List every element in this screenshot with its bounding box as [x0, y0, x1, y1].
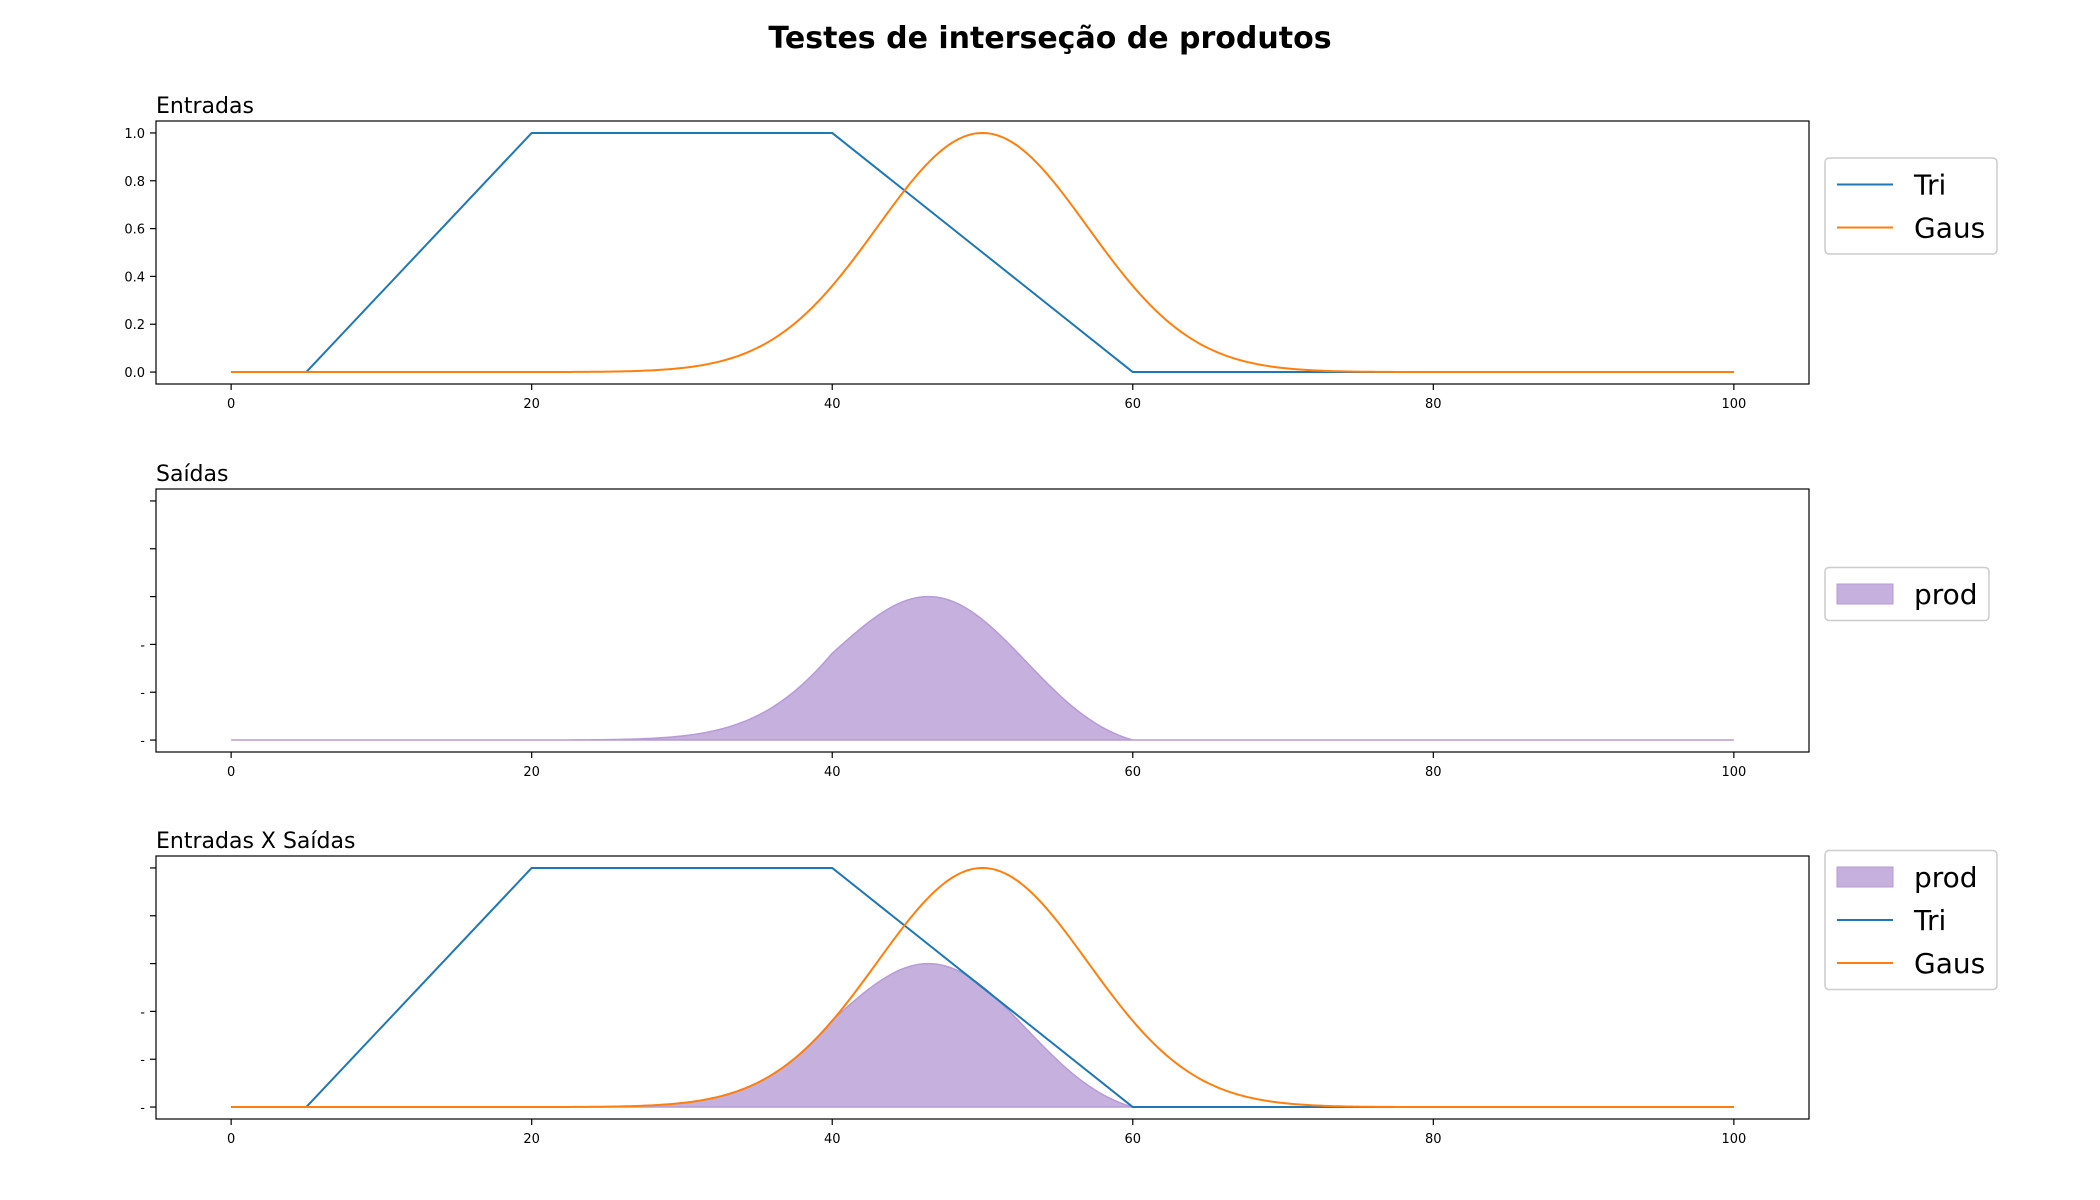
- legend: prod: [1824, 566, 1990, 622]
- subplot-title: Entradas: [156, 94, 254, 119]
- subplot-2: Saídas 0 20 40 60 80 100 - - - prod: [140, 462, 1990, 780]
- legend-label-gaus: Gaus: [1914, 212, 1985, 245]
- plot-area: [231, 866, 1734, 1109]
- subplot-title: Saídas: [156, 462, 228, 487]
- plot-area: [231, 131, 1734, 374]
- axes-frame: [155, 120, 1810, 385]
- subplot-3: Entradas X Saídas 0 20 40 60 80 100 - - - prod Tri G…: [140, 829, 1998, 1147]
- legend-label-tri: Tri: [1913, 169, 1946, 202]
- x-tick-label: 60: [1124, 1132, 1141, 1147]
- y-tick-label: 0.6: [124, 223, 145, 238]
- y-tick-label: 1.0: [124, 127, 145, 142]
- y-tick-label: -: [140, 686, 145, 701]
- y-tick-label: -: [140, 1005, 145, 1020]
- legend-swatch-prod: [1836, 583, 1894, 605]
- legend: prod Tri Gaus: [1824, 849, 1998, 991]
- y-tick-label: -: [140, 1101, 145, 1116]
- axes-layer: Entradas 0 20 40 60 80 100 0.0 0.2 0.4 0.6 0.8 1.0 Tr…: [124, 94, 1998, 1147]
- y-tick-label: 0.8: [124, 175, 145, 190]
- x-tick-label: 40: [824, 765, 841, 780]
- x-tick-label: 40: [824, 397, 841, 412]
- axes-frame: [155, 855, 1810, 1120]
- series-area-prod: [231, 595, 1734, 741]
- legend-label-tri: Tri: [1913, 904, 1946, 937]
- x-tick-label: 0: [227, 1132, 235, 1147]
- y-tick-label: -: [140, 734, 145, 749]
- y-tick-label: 0.4: [124, 270, 145, 285]
- x-tick-label: 60: [1124, 397, 1141, 412]
- y-tick-label: 0.2: [124, 318, 145, 333]
- x-tick-label: 100: [1721, 765, 1746, 780]
- legend-box: [1824, 157, 1998, 255]
- series-line-gaus: [231, 866, 1734, 1109]
- legend: Tri Gaus: [1824, 157, 1998, 255]
- x-tick-label: 80: [1425, 765, 1442, 780]
- subplot-title: Entradas X Saídas: [156, 829, 355, 854]
- y-tick-label: -: [140, 638, 145, 653]
- legend-label-gaus: Gaus: [1914, 947, 1985, 980]
- legend-swatch-prod: [1836, 866, 1894, 888]
- y-tick-label: -: [140, 1053, 145, 1068]
- figure-title: Testes de interseção de produtos: [768, 21, 1331, 56]
- x-tick-label: 100: [1721, 1132, 1746, 1147]
- legend-box: [1824, 566, 1990, 622]
- x-tick-label: 20: [523, 765, 540, 780]
- y-tick-label: 0.0: [124, 366, 145, 381]
- legend-label-prod: prod: [1914, 861, 1978, 894]
- subplot-1: Entradas 0 20 40 60 80 100 0.0 0.2 0.4 0.6 0.8 1.0 Tr…: [124, 94, 1998, 412]
- x-tick-label: 0: [227, 397, 235, 412]
- x-tick-label: 20: [523, 1132, 540, 1147]
- x-tick-label: 60: [1124, 765, 1141, 780]
- x-tick-label: 80: [1425, 1132, 1442, 1147]
- x-tick-label: 80: [1425, 397, 1442, 412]
- series-line-gaus: [231, 131, 1734, 374]
- x-tick-label: 100: [1721, 397, 1746, 412]
- x-tick-label: 0: [227, 765, 235, 780]
- axes-frame: [155, 488, 1810, 753]
- x-tick-label: 40: [824, 1132, 841, 1147]
- legend-label-prod: prod: [1914, 578, 1978, 611]
- plot-area: [231, 595, 1734, 741]
- x-tick-label: 20: [523, 397, 540, 412]
